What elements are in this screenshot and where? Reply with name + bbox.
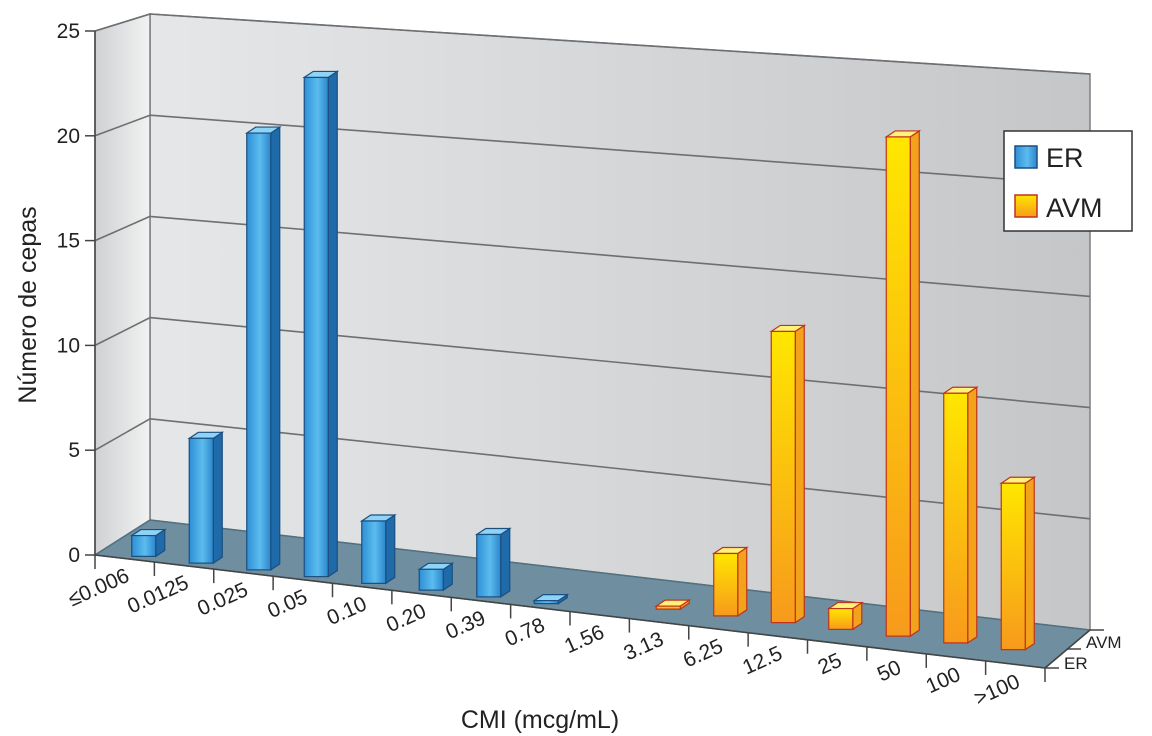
x-tick-label: 12.5 [739, 642, 786, 680]
bar-side [737, 546, 748, 617]
depth-label: AVM [1086, 633, 1122, 652]
x-tick-label: 6.25 [680, 635, 727, 673]
gridline-side [94, 215, 151, 242]
bar-side [909, 129, 920, 638]
x-tick-label: >100 [971, 670, 1024, 710]
x-tick-label: 0.025 [194, 578, 251, 620]
y-tick-label: 15 [57, 230, 80, 253]
legend: ER AVM [1003, 130, 1133, 232]
bar-front [655, 605, 681, 610]
bar-er-1 [187, 431, 225, 565]
bar-avm-15 [999, 476, 1037, 651]
y-tick-label: 5 [68, 439, 80, 462]
bar-front [943, 392, 969, 644]
bar-front [418, 568, 444, 591]
legend-swatch-avm [1014, 194, 1038, 218]
bar-avm-12 [826, 601, 864, 631]
bar-side [327, 70, 338, 578]
y-tick-label: 0 [68, 544, 80, 567]
bar-avm-14 [941, 386, 979, 644]
bar-er-5 [417, 562, 455, 592]
bar-front [1000, 482, 1026, 651]
bar-side [500, 527, 511, 598]
bar-er-3 [302, 70, 340, 578]
bar-front [188, 437, 214, 564]
bar-front [770, 330, 796, 624]
legend-swatch-er [1014, 145, 1038, 169]
bar-front [131, 534, 157, 557]
x-tick-label: ≤0.006 [65, 564, 133, 611]
y-tick-label: 20 [57, 125, 80, 148]
gridline-side [94, 316, 151, 347]
gridline-side [94, 114, 151, 137]
bar-side [212, 431, 223, 565]
bar-front [246, 132, 272, 571]
bar-er-4 [359, 513, 397, 585]
bar-front [361, 520, 387, 584]
bar-side [967, 386, 978, 644]
x-tick-label: 25 [815, 649, 846, 680]
legend-label-avm: AVM [1046, 193, 1103, 223]
x-tick-label: 50 [874, 656, 905, 687]
legend-label-er: ER [1046, 143, 1084, 173]
depth-label: ER [1064, 654, 1088, 673]
x-tick-label: 3.13 [620, 628, 667, 666]
bar-front [713, 552, 739, 617]
bar-er-6 [474, 527, 512, 598]
bar-front [476, 533, 502, 598]
bar-side [385, 513, 396, 585]
bar-side [270, 125, 281, 571]
x-tick-label: 0.05 [264, 585, 311, 623]
bar-er-7 [532, 593, 570, 605]
side-wall [94, 12, 151, 557]
y-axis-title: Número de cepas [14, 206, 42, 403]
bar-avm-13 [884, 129, 922, 638]
x-axis-title: CMI (mcg/mL) [461, 706, 619, 734]
bar-front [885, 136, 911, 637]
x-tick-label: 0.78 [502, 614, 549, 652]
bar-er-2 [244, 125, 282, 571]
y-tick-label: 25 [57, 20, 80, 43]
x-tick-label: 100 [923, 663, 964, 698]
x-tick-label: 0.20 [383, 599, 430, 637]
y-tick-label: 10 [57, 334, 80, 357]
gridline-side [94, 13, 151, 32]
bar-avm-10 [711, 546, 749, 617]
gridline-side [94, 418, 151, 451]
bar-side [794, 324, 805, 624]
bar-avm-11 [769, 324, 807, 624]
bar-side [1024, 476, 1035, 651]
x-tick-label: 0.10 [324, 592, 371, 630]
x-tick-label: 0.39 [442, 606, 489, 644]
bar-front [533, 600, 559, 605]
x-tick-label: 0.0125 [124, 571, 192, 618]
bar-front [303, 76, 329, 578]
bar-avm-9 [654, 599, 692, 611]
gridline [149, 13, 1091, 75]
bar-front [828, 607, 854, 630]
x-tick-label: 1.56 [561, 621, 608, 659]
bar-er-0 [129, 528, 167, 558]
